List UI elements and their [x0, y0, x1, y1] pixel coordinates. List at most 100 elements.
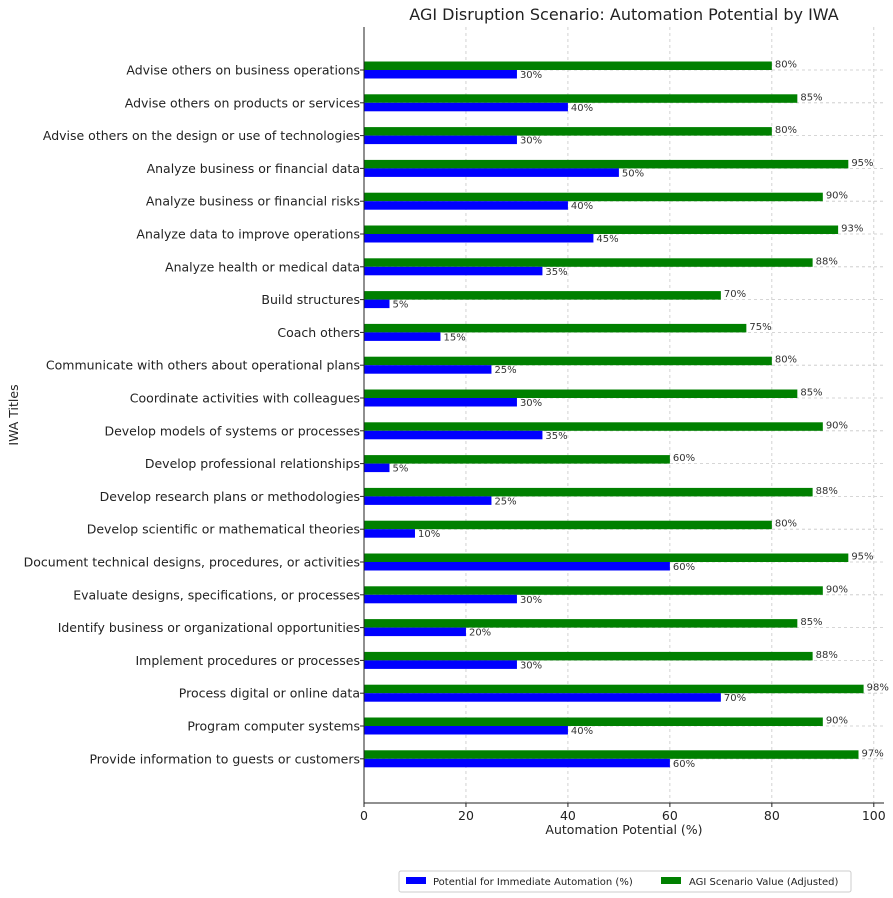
- category-label: Build structures: [261, 292, 360, 307]
- x-axis-label: Automation Potential (%): [545, 822, 702, 837]
- category-label: Advise others on the design or use of te…: [43, 128, 360, 143]
- bar-agi-scenario: [364, 389, 798, 398]
- bar-agi-scenario: [364, 61, 772, 70]
- chart-title: AGI Disruption Scenario: Automation Pote…: [409, 5, 838, 24]
- data-label-agi: 80%: [775, 355, 797, 366]
- bar-immediate-automation: [364, 70, 517, 79]
- data-label-immediate: 40%: [571, 726, 593, 737]
- bar-agi-scenario: [364, 520, 772, 530]
- data-label-agi: 90%: [826, 716, 848, 727]
- bar-immediate-automation: [364, 299, 390, 309]
- category-label: Develop scientific or mathematical theor…: [87, 522, 360, 537]
- bar-agi-scenario: [364, 192, 823, 202]
- category-label: Evaluate designs, specifications, or pro…: [73, 587, 360, 602]
- bar-immediate-automation: [364, 562, 670, 571]
- legend-swatch: [406, 877, 426, 884]
- bar-immediate-automation: [364, 430, 543, 440]
- bar-immediate-automation: [364, 201, 568, 210]
- bars: 80% 30% 85% 40% 80% 30% 95% 50% 90% 40% 93% 45% 88% 3…: [364, 60, 889, 770]
- data-label-immediate: 35%: [545, 267, 567, 278]
- data-label-agi: 97%: [862, 748, 884, 759]
- data-label-immediate: 45%: [596, 234, 618, 245]
- category-labels: Advise others on business operations Advi…: [24, 63, 360, 767]
- legend-swatch: [661, 877, 681, 884]
- category-label: Document technical designs, procedures, …: [24, 555, 360, 570]
- data-label-immediate: 30%: [520, 398, 542, 409]
- bar-agi-scenario: [364, 455, 670, 464]
- data-label-agi: 90%: [826, 420, 848, 431]
- data-label-immediate: 25%: [494, 496, 516, 507]
- data-label-immediate: 10%: [418, 529, 440, 540]
- data-label-immediate: 40%: [571, 103, 593, 114]
- bar-immediate-automation: [364, 529, 415, 538]
- data-label-agi: 85%: [800, 92, 822, 103]
- bar-immediate-automation: [364, 463, 390, 473]
- data-label-agi: 95%: [851, 552, 873, 563]
- data-label-agi: 88%: [816, 256, 838, 267]
- x-tick-label: 40: [560, 808, 576, 823]
- x-tick-label: 20: [458, 808, 474, 823]
- data-label-immediate: 30%: [520, 660, 542, 671]
- data-label-immediate: 30%: [520, 70, 542, 81]
- bar-immediate-automation: [364, 398, 517, 407]
- data-label-agi: 60%: [673, 453, 695, 464]
- data-label-agi: 80%: [775, 125, 797, 136]
- x-tick-label: 100: [862, 808, 886, 823]
- category-label: Identify business or organizational oppo…: [58, 620, 360, 635]
- data-label-immediate: 30%: [520, 595, 542, 606]
- legend-box: [398, 870, 852, 893]
- bar-immediate-automation: [364, 496, 492, 505]
- bar-immediate-automation: [364, 168, 619, 177]
- category-label: Analyze health or medical data: [165, 259, 360, 274]
- bar-agi-scenario: [364, 225, 839, 234]
- bar-agi-scenario: [364, 586, 823, 595]
- bar-agi-scenario: [364, 684, 864, 694]
- category-label: Develop professional relationships: [145, 456, 360, 471]
- bar-agi-scenario: [364, 127, 772, 136]
- bar-immediate-automation: [364, 135, 517, 145]
- data-label-immediate: 20%: [469, 628, 491, 639]
- category-label: Analyze business or financial risks: [146, 194, 360, 209]
- bar-immediate-automation: [364, 693, 721, 702]
- category-label: Advise others on products or services: [125, 95, 360, 110]
- data-label-agi: 70%: [724, 289, 746, 300]
- bar-immediate-automation: [364, 332, 441, 341]
- bar-agi-scenario: [364, 651, 813, 661]
- bar-immediate-automation: [364, 365, 492, 374]
- data-label-agi: 85%: [800, 388, 822, 399]
- bar-agi-scenario: [364, 291, 721, 300]
- y-axis-label: IWA Titles: [6, 384, 21, 445]
- data-label-immediate: 25%: [494, 365, 516, 376]
- bar-agi-scenario: [364, 487, 813, 497]
- category-label: Coach others: [277, 325, 360, 340]
- bar-agi-scenario: [364, 717, 823, 726]
- bar-agi-scenario: [364, 422, 823, 431]
- bar-immediate-automation: [364, 234, 594, 243]
- x-ticks: 0 20 40 60 80 100: [360, 69, 886, 823]
- data-label-agi: 93%: [841, 224, 863, 235]
- data-label-immediate: 50%: [622, 168, 644, 179]
- legend: Potential for Immediate Automation (%) AG…: [398, 870, 852, 893]
- category-label: Process digital or online data: [179, 686, 360, 701]
- bar-immediate-automation: [364, 266, 543, 276]
- x-tick-label: 80: [764, 808, 780, 823]
- legend-label: Potential for Immediate Automation (%): [433, 877, 633, 888]
- bar-immediate-automation: [364, 627, 466, 637]
- bar-immediate-automation: [364, 758, 670, 768]
- data-label-agi: 88%: [816, 650, 838, 661]
- data-label-agi: 90%: [826, 191, 848, 202]
- data-label-immediate: 5%: [392, 300, 408, 311]
- data-label-agi: 88%: [816, 486, 838, 497]
- category-label: Develop research plans or methodologies: [100, 489, 360, 504]
- category-label: Provide information to guests or custome…: [89, 751, 360, 766]
- category-label: Coordinate activities with colleagues: [130, 391, 360, 406]
- data-label-immediate: 15%: [443, 332, 465, 343]
- bar-immediate-automation: [364, 594, 517, 604]
- bar-agi-scenario: [364, 94, 798, 103]
- legend-label: AGI Scenario Value (Adjusted): [689, 877, 838, 888]
- category-label: Analyze data to improve operations: [136, 227, 360, 242]
- data-label-agi: 98%: [867, 683, 889, 694]
- data-label-immediate: 60%: [673, 562, 695, 573]
